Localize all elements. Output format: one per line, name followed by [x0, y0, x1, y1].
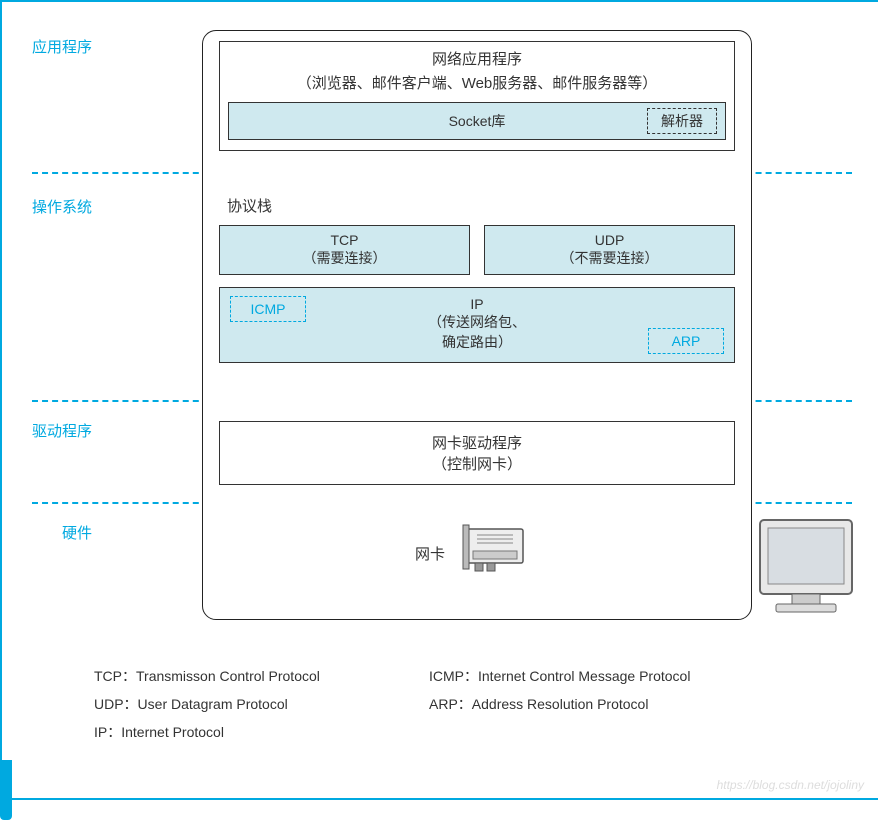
legend: TCP：Transmisson Control Protocol ICMP：In…: [94, 662, 764, 746]
socket-lib-label: Socket库: [449, 113, 506, 129]
tcp-box: TCP （需要连接）: [219, 225, 470, 275]
corner-tab: [0, 760, 12, 820]
legend-udp: UDP：User Datagram Protocol: [94, 690, 429, 718]
arp-label: ARP: [672, 333, 701, 349]
tcp-udp-row: TCP （需要连接） UDP （不需要连接）: [219, 225, 735, 275]
resolver-label: 解析器: [661, 111, 703, 131]
nic-card-icon: [461, 523, 531, 577]
udp-box: UDP （不需要连接）: [484, 225, 735, 275]
legend-icmp: ICMP：Internet Control Message Protocol: [429, 662, 764, 690]
socket-lib-box: Socket库 解析器: [228, 102, 726, 140]
legend-arp: ARP：Address Resolution Protocol: [429, 690, 764, 718]
udp-title: UDP: [489, 232, 730, 248]
label-os: 操作系统: [2, 196, 92, 217]
arp-box: ARP: [648, 328, 724, 354]
legend-ip: IP：Internet Protocol: [94, 718, 429, 746]
nic-driver-box: 网卡驱动程序 （控制网卡）: [219, 421, 735, 485]
nic-label: 网卡: [415, 543, 445, 564]
label-hw: 硬件: [2, 522, 92, 543]
main-container: 网络应用程序 （浏览器、邮件客户端、Web服务器、邮件服务器等） Socket库…: [202, 30, 752, 620]
watermark: https://blog.csdn.net/jojoliny: [717, 778, 864, 792]
ip-box: ICMP IP （传送网络包、 确定路由） ARP: [219, 287, 735, 363]
legend-tcp: TCP：Transmisson Control Protocol: [94, 662, 429, 690]
resolver-box: 解析器: [647, 108, 717, 134]
monitor-icon: [752, 512, 862, 622]
protocol-stack-label: 协议栈: [227, 195, 272, 216]
tcp-title: TCP: [224, 232, 465, 248]
nic-driver-title: 网卡驱动程序: [224, 432, 730, 453]
tcp-sub: （需要连接）: [224, 248, 465, 268]
nic-driver-sub: （控制网卡）: [224, 453, 730, 474]
icmp-label: ICMP: [251, 301, 286, 317]
app-title-1: 网络应用程序: [228, 48, 726, 72]
label-app: 应用程序: [2, 36, 92, 57]
diagram-canvas: 应用程序 操作系统 驱动程序 硬件 网络应用程序 （浏览器、邮件客户端、Web服…: [0, 0, 878, 800]
label-driver: 驱动程序: [2, 420, 92, 441]
app-box: 网络应用程序 （浏览器、邮件客户端、Web服务器、邮件服务器等） Socket库…: [219, 41, 735, 151]
icmp-box: ICMP: [230, 296, 306, 322]
udp-sub: （不需要连接）: [489, 248, 730, 268]
app-title-2: （浏览器、邮件客户端、Web服务器、邮件服务器等）: [228, 72, 726, 96]
